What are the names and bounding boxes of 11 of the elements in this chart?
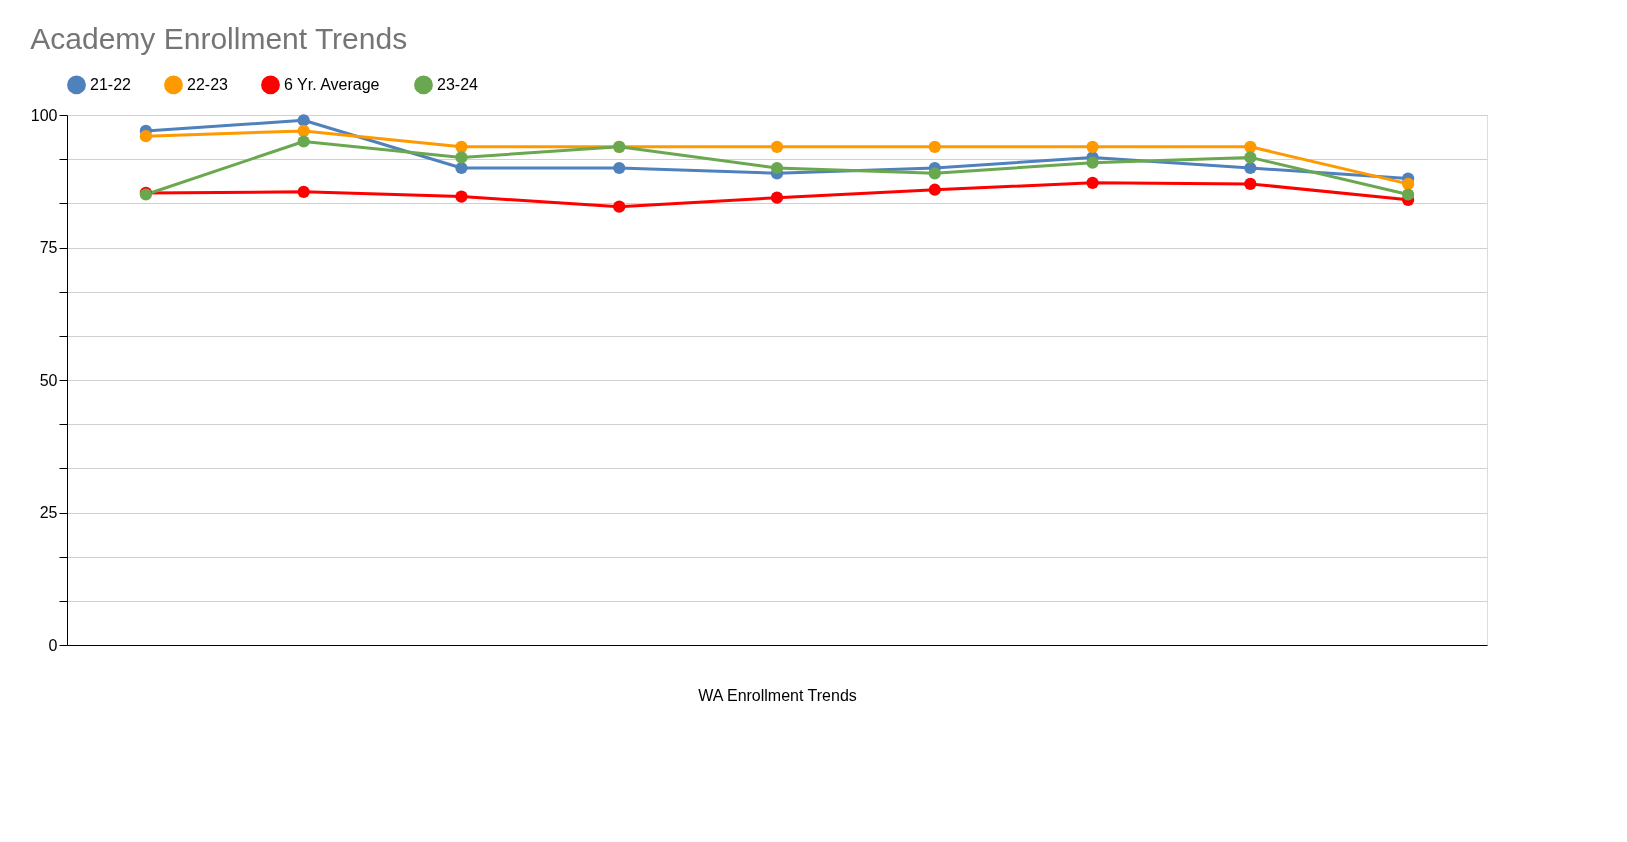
y-tick-label: 50 — [39, 371, 58, 389]
y-tick-label: 25 — [39, 504, 58, 521]
chart-title: Academy Enrollment Trends — [30, 22, 408, 55]
legend-label: 23-24 — [437, 75, 479, 93]
legend-label: 6 Yr. Average — [284, 75, 380, 93]
y-tick-label: 100 — [30, 106, 58, 124]
y-tick-label: 0 — [48, 636, 58, 654]
legend-label: 22-23 — [187, 75, 229, 93]
x-axis-title: WA Enrollment Trends — [698, 686, 857, 704]
y-tick-label: 75 — [39, 239, 58, 256]
legend-label: 21-22 — [90, 75, 132, 93]
